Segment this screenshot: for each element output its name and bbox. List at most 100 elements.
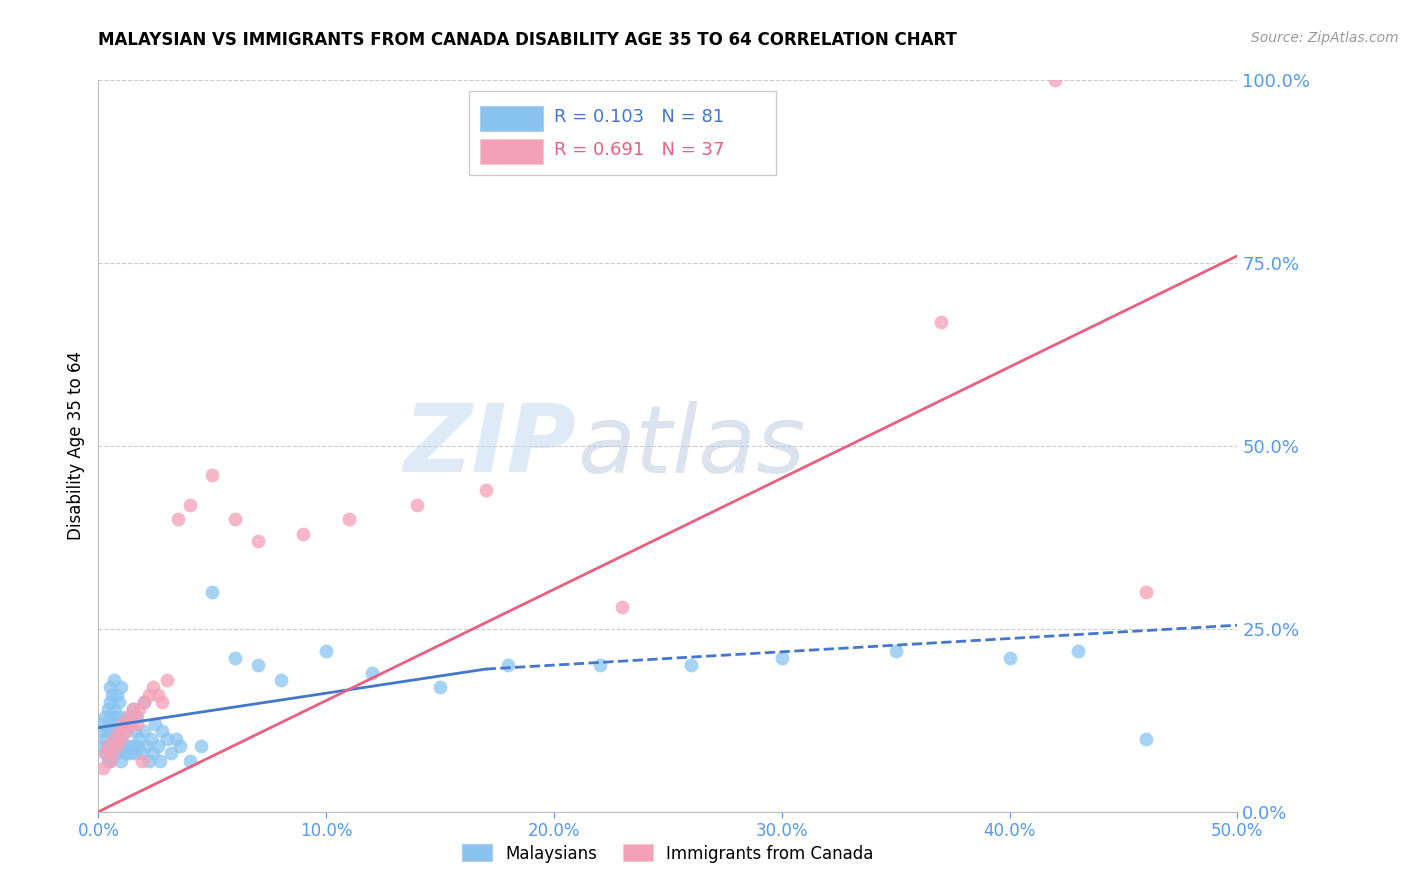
Point — [165, 731, 187, 746]
Point — [131, 746, 153, 760]
Point — [429, 681, 451, 695]
Point — [103, 731, 125, 746]
Point — [360, 665, 382, 680]
Point — [121, 739, 143, 753]
Point — [114, 724, 136, 739]
Point — [90, 717, 112, 731]
Point — [105, 688, 128, 702]
Point — [98, 754, 121, 768]
Point — [132, 695, 155, 709]
Point — [121, 702, 143, 716]
Point — [138, 688, 160, 702]
Point — [105, 739, 128, 753]
Point — [179, 754, 201, 768]
Point — [406, 498, 429, 512]
Point — [94, 746, 117, 760]
Point — [498, 658, 520, 673]
Point — [679, 658, 702, 673]
Point — [96, 739, 118, 753]
Point — [612, 599, 634, 614]
Point — [138, 754, 160, 768]
FancyBboxPatch shape — [479, 106, 543, 131]
Point — [114, 724, 136, 739]
Point — [142, 681, 165, 695]
Point — [156, 673, 179, 687]
Point — [1067, 644, 1090, 658]
Point — [270, 673, 292, 687]
Point — [103, 673, 125, 687]
Point — [146, 739, 169, 753]
Text: atlas: atlas — [576, 401, 806, 491]
Text: MALAYSIAN VS IMMIGRANTS FROM CANADA DISABILITY AGE 35 TO 64 CORRELATION CHART: MALAYSIAN VS IMMIGRANTS FROM CANADA DISA… — [98, 31, 957, 49]
Point — [96, 739, 118, 753]
Point — [150, 724, 173, 739]
Point — [1043, 73, 1066, 87]
Point — [770, 651, 793, 665]
Point — [110, 731, 132, 746]
Point — [101, 688, 124, 702]
Point — [132, 724, 155, 739]
Point — [96, 724, 118, 739]
Point — [135, 739, 157, 753]
Point — [117, 739, 139, 753]
Point — [128, 702, 150, 716]
Point — [884, 644, 907, 658]
Point — [91, 739, 114, 753]
Text: R = 0.691   N = 37: R = 0.691 N = 37 — [554, 141, 724, 159]
Point — [124, 724, 146, 739]
Point — [120, 746, 142, 760]
Point — [120, 717, 142, 731]
Point — [91, 724, 114, 739]
Point — [103, 702, 125, 716]
Point — [145, 717, 167, 731]
Point — [114, 746, 136, 760]
Point — [1135, 585, 1157, 599]
Point — [117, 709, 139, 723]
Point — [96, 754, 118, 768]
Point — [132, 695, 155, 709]
Legend: Malaysians, Immigrants from Canada: Malaysians, Immigrants from Canada — [456, 838, 880, 869]
Point — [315, 644, 337, 658]
Point — [246, 658, 269, 673]
Point — [142, 746, 165, 760]
Point — [201, 585, 224, 599]
Point — [110, 709, 132, 723]
Point — [167, 512, 190, 526]
Point — [929, 315, 952, 329]
Point — [98, 709, 121, 723]
Point — [131, 754, 153, 768]
Point — [127, 709, 149, 723]
Point — [169, 739, 191, 753]
Point — [337, 512, 360, 526]
Point — [105, 731, 128, 746]
Point — [474, 483, 496, 497]
Point — [201, 468, 224, 483]
Point — [190, 739, 212, 753]
Point — [98, 695, 121, 709]
Point — [110, 754, 132, 768]
Point — [156, 731, 179, 746]
Point — [149, 754, 172, 768]
Point — [112, 739, 135, 753]
Point — [124, 709, 146, 723]
Point — [105, 746, 128, 760]
Point — [101, 746, 124, 760]
Point — [117, 709, 139, 723]
Point — [101, 717, 124, 731]
Point — [94, 746, 117, 760]
Point — [124, 746, 146, 760]
Point — [103, 739, 125, 753]
FancyBboxPatch shape — [468, 91, 776, 176]
Point — [112, 717, 135, 731]
Point — [179, 498, 201, 512]
Point — [91, 761, 114, 775]
Point — [121, 702, 143, 716]
Point — [998, 651, 1021, 665]
Point — [98, 681, 121, 695]
Point — [246, 534, 269, 549]
Point — [139, 731, 162, 746]
Point — [224, 512, 246, 526]
FancyBboxPatch shape — [479, 139, 543, 164]
Y-axis label: Disability Age 35 to 64: Disability Age 35 to 64 — [66, 351, 84, 541]
Point — [127, 739, 149, 753]
